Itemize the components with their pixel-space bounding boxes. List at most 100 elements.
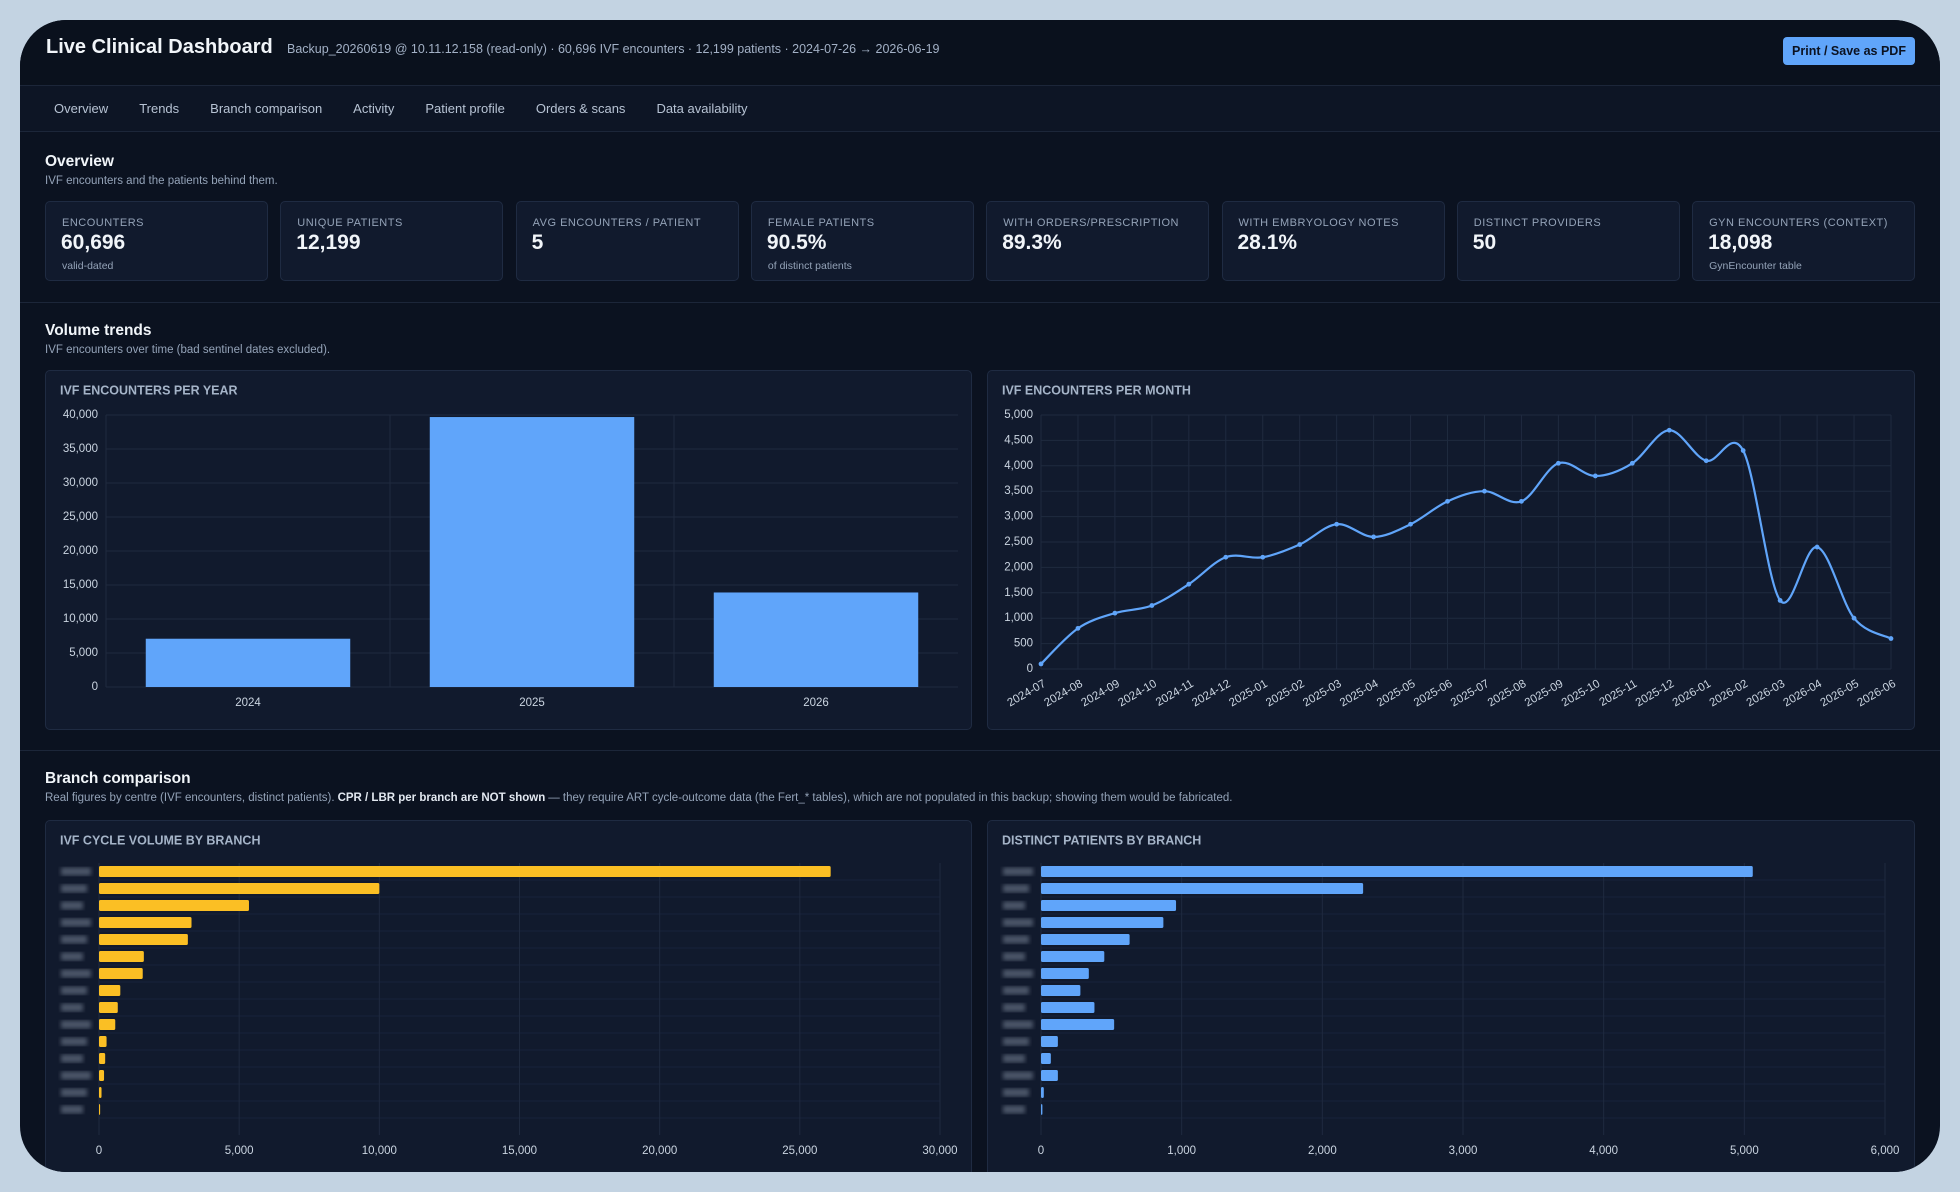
redacted-label [61,1054,83,1063]
bar [99,900,249,911]
nav-tab[interactable]: Overview [54,101,109,116]
x-tick-label: 2,000 [1308,1145,1337,1157]
kpi-note: GynEncounter table [1709,260,1802,272]
nav-tab[interactable]: Orders & scans [535,101,626,116]
point [1519,498,1524,504]
redacted-label [1003,952,1025,961]
kpi-label: ENCOUNTERS [62,217,145,229]
x-tick-label: 3,000 [1449,1145,1478,1157]
point [1371,534,1377,540]
x-tick-label: 2025-04 [1338,678,1381,710]
bar [99,985,121,996]
kpi-card: ENCOUNTERS 60,696 valid-dated [45,201,268,281]
point [1445,498,1450,504]
redacted-label [1003,935,1029,944]
redacted-label [1003,1088,1029,1097]
x-tick-label: 6,000 [1871,1145,1900,1157]
y-tick-label: 10,000 [63,613,98,625]
bar [145,638,351,687]
x-tick-label: 2024 [235,697,261,709]
point [1888,636,1894,641]
point [1075,625,1081,631]
y-tick-label: 500 [1014,638,1033,650]
x-tick-label: 2026-02 [1708,678,1751,710]
point [1740,448,1746,453]
section-title: Volume trends [45,322,152,339]
bar [99,883,380,894]
x-tick-label: 2025-06 [1412,678,1455,710]
kpi-label: WITH EMBRYOLOGY NOTES [1238,217,1399,229]
x-tick-label: 20,000 [642,1145,677,1157]
nav-tab[interactable]: Branch comparison [210,101,323,116]
point [1334,521,1340,527]
nav-tab[interactable]: Patient profile [425,101,505,116]
bar [1041,1104,1043,1115]
redacted-label [61,1071,91,1080]
point [1666,427,1672,433]
bar [1041,917,1164,928]
point [1851,615,1857,621]
chart-card: IVF ENCOUNTERS PER YEAR 0 5,000 10,000 15,00… [45,370,972,730]
kpi-value: 18,098 [1708,231,1773,254]
bar [713,592,919,687]
nav-tab[interactable]: Data availability [656,101,748,116]
x-tick-label: 0 [1038,1145,1044,1157]
bar [1041,968,1089,979]
bar [99,968,143,979]
point [1703,458,1709,464]
x-tick-label: 2024-11 [1154,678,1196,709]
chart: IVF ENCOUNTERS PER MONTH 0 500 1,000 1,500 2,… [1002,383,1898,710]
point [1112,610,1118,616]
y-tick-label: 1,000 [1004,612,1033,624]
y-tick-label: 15,000 [63,579,98,591]
y-tick-label: 40,000 [63,409,98,421]
kpi-label: WITH ORDERS/PRESCRIPTION [1003,217,1179,229]
redacted-label [61,1088,87,1097]
x-tick-label: 2026-03 [1745,678,1788,710]
bar [99,917,192,928]
y-tick-label: 35,000 [63,443,98,455]
kpi-label: FEMALE PATIENTS [767,217,875,229]
nav-tab[interactable]: Trends [139,101,180,116]
bar [1041,1002,1095,1013]
x-tick-label: 2026 [803,697,829,709]
kpi-value: 5 [531,231,544,254]
bar [1041,1036,1058,1047]
x-tick-label: 2025-09 [1523,678,1566,710]
chart-title: IVF ENCOUNTERS PER MONTH [1002,383,1191,397]
print-button[interactable]: Print / Save as PDF [1783,37,1915,65]
chart-card: DISTINCT PATIENTS BY BRANCH 0 1,000 2,000 3,… [987,820,1915,1172]
bar [1041,951,1105,962]
redacted-label [1003,1071,1033,1080]
divider [20,750,1940,751]
redacted-label [61,901,83,910]
data-source: Backup_20260619 @ 10.11.12.158 (read-onl… [287,42,940,56]
section-title: Overview [45,153,114,170]
redacted-label [1003,1037,1029,1046]
point [1814,544,1820,550]
bar [1041,866,1753,877]
kpi-label: AVG ENCOUNTERS / PATIENT [532,217,702,229]
point [1629,460,1635,466]
x-tick-label: 2024-08 [1042,678,1085,710]
x-tick-label: 2026-05 [1818,678,1861,710]
y-tick-label: 4,000 [1004,460,1033,472]
x-tick-label: 4,000 [1589,1145,1618,1157]
kpi-card: UNIQUE PATIENTS 12,199 [280,201,504,281]
bar [99,1087,102,1098]
chart-title: IVF ENCOUNTERS PER YEAR [60,383,238,397]
bar [1041,934,1130,945]
redacted-label [61,969,91,978]
redacted-label [1003,986,1029,995]
dashboard: Live Clinical Dashboard Backup_20260619 … [20,20,1940,1172]
point [1592,473,1598,479]
kpi-card: GYN ENCOUNTERS (CONTEXT) 18,098 GynEncount… [1692,201,1916,281]
redacted-label [1003,1020,1033,1029]
bar [1041,1019,1115,1030]
bar [99,1019,116,1030]
nav-tab[interactable]: Activity [353,101,395,116]
x-tick-label: 2024-10 [1116,678,1159,710]
y-tick-label: 25,000 [63,511,98,523]
bar [99,1036,107,1047]
